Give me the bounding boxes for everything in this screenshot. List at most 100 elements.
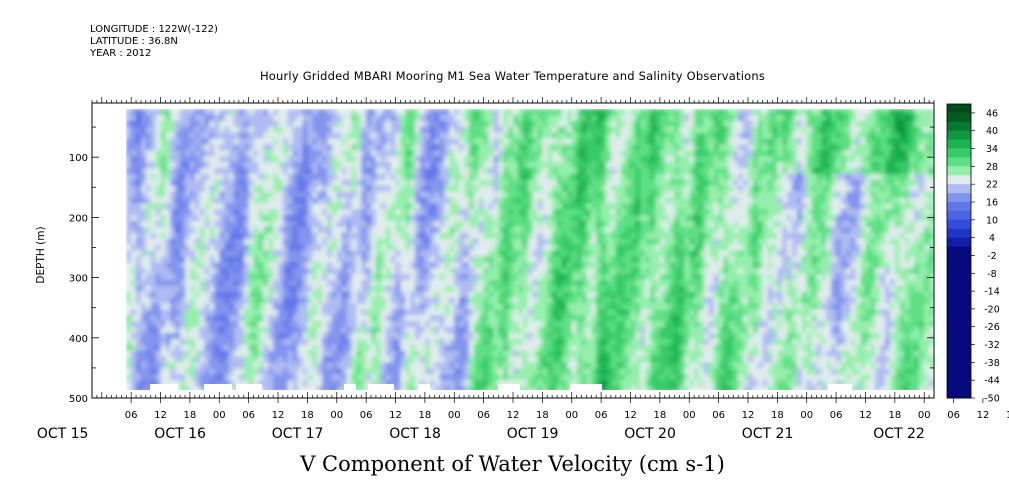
colorbar-swatch xyxy=(947,112,971,123)
x-tick-label: 00 xyxy=(330,410,343,421)
colorbar-swatch xyxy=(947,166,971,176)
x-tick-label: 00 xyxy=(800,410,813,421)
colorbar-swatch xyxy=(947,210,971,221)
x-tick-label: 06 xyxy=(830,410,843,421)
x-tick-label: 06 xyxy=(595,410,608,421)
colorbar-swatch xyxy=(947,193,971,203)
colorbar-swatch xyxy=(947,104,971,114)
colorbar-swatch xyxy=(947,344,971,354)
x-tick-label: 18 xyxy=(536,410,549,421)
colorbar-label: -20 xyxy=(984,304,1000,315)
x-tick-label: 18 xyxy=(419,410,432,421)
latitude-label: LATITUDE : 36.8N xyxy=(90,36,178,47)
x-tick-label: 12 xyxy=(272,410,285,421)
colorbar-swatch xyxy=(947,326,971,337)
colorbar-swatch xyxy=(947,175,971,185)
colorbar-label: -50 xyxy=(984,394,1000,405)
x-tick-label: 06 xyxy=(947,410,960,421)
colorbar: 46 40 34 28 22 16 10 4 -2 -8 -14 -20 -26 -32 -38 -44 -50 xyxy=(946,103,1000,405)
metadata-block: LONGITUDE : 122W(-122) LATITUDE : 36.8N … xyxy=(90,24,218,60)
year-label: YEAR : 2012 xyxy=(90,48,152,59)
x-tick-label: 18 xyxy=(653,410,666,421)
colorbar-swatch xyxy=(947,335,971,346)
x-tick-label: 12 xyxy=(507,410,520,421)
y-tick-label: 100 xyxy=(69,153,88,164)
x-tick-label: 06 xyxy=(477,410,490,421)
x-day-label: OCT 17 xyxy=(272,426,324,442)
variable-label-wrapper: V Component of Water Velocity (cm s-1) xyxy=(0,452,1009,476)
colorbar-swatch xyxy=(947,157,971,167)
colorbar-swatch xyxy=(947,228,971,239)
x-tick-label: 18 xyxy=(888,410,901,421)
colorbar-swatch xyxy=(947,353,971,363)
colorbar-label: 4 xyxy=(989,233,995,244)
y-axis: 100 200 300 400 500 xyxy=(69,126,934,405)
y-tick-label: 400 xyxy=(69,334,88,345)
velocity-field xyxy=(92,109,934,398)
x-tick-label: 12 xyxy=(154,410,167,421)
colorbar-label: 16 xyxy=(986,198,998,209)
colorbar-label: 22 xyxy=(986,180,998,191)
colorbar-swatch xyxy=(947,389,971,399)
x-tick-label: 18 xyxy=(1006,410,1009,421)
x-day-label: OCT 20 xyxy=(624,426,676,442)
colorbar-label: -32 xyxy=(984,340,1000,351)
colorbar-swatch xyxy=(947,380,971,390)
x-tick-label: 12 xyxy=(389,410,402,421)
longitude-label: LONGITUDE : 122W(-122) xyxy=(90,24,218,35)
colorbar-swatch xyxy=(947,371,971,381)
colorbar-swatch xyxy=(947,255,971,265)
colorbar-swatch xyxy=(947,264,971,274)
colorbar-swatch xyxy=(947,317,971,328)
colorbar-swatch xyxy=(947,219,971,230)
y-tick-label: 200 xyxy=(69,213,88,224)
x-tick-label: 12 xyxy=(624,410,637,421)
x-tick-label: 12 xyxy=(977,410,990,421)
y-axis-label: DEPTH (m) xyxy=(35,226,47,283)
colorbar-swatch xyxy=(947,130,971,141)
x-day-label: OCT 22 xyxy=(873,426,925,442)
x-day-label: OCT 21 xyxy=(742,426,794,442)
x-tick-label: 00 xyxy=(918,410,931,421)
colorbar-label: -26 xyxy=(984,322,1000,333)
x-tick-label: 06 xyxy=(125,410,138,421)
variable-label: V Component of Water Velocity (cm s-1) xyxy=(300,452,725,476)
x-tick-label: 12 xyxy=(742,410,755,421)
colorbar-label: -44 xyxy=(984,376,1000,387)
colorbar-swatch xyxy=(947,362,971,372)
colorbar-swatch xyxy=(947,202,971,212)
colorbar-swatch xyxy=(947,308,971,319)
x-tick-label: 12 xyxy=(859,410,872,421)
x-axis: 06 12 18 00 06 12 18 00 06 12 18 00 06 12 18 00 06 12 18 00… xyxy=(37,97,1009,442)
x-tick-label: 18 xyxy=(301,410,314,421)
colorbar-label: 46 xyxy=(986,108,998,119)
x-tick-label: 06 xyxy=(712,410,725,421)
colorbar-label: -14 xyxy=(984,287,1000,298)
x-day-label: OCT 15 xyxy=(37,426,89,442)
y-tick-label: 300 xyxy=(69,274,88,285)
plot-title-wrapper: Hourly Gridded MBARI Mooring M1 Sea Wate… xyxy=(0,69,1009,83)
x-day-label: OCT 19 xyxy=(507,426,559,442)
plot-title: Hourly Gridded MBARI Mooring M1 Sea Wate… xyxy=(259,69,766,83)
colorbar-label: -8 xyxy=(987,269,996,280)
x-tick-label: 18 xyxy=(184,410,197,421)
colorbar-label: 28 xyxy=(986,162,998,173)
x-tick-label: 06 xyxy=(242,410,255,421)
colorbar-label: 40 xyxy=(986,126,998,137)
x-tick-label: 00 xyxy=(213,410,226,421)
colorbar-swatch xyxy=(947,184,971,194)
colorbar-swatch xyxy=(947,121,971,132)
x-tick-label: 00 xyxy=(683,410,696,421)
colorbar-swatch xyxy=(947,291,971,301)
colorbar-swatch xyxy=(947,273,971,283)
colorbar-label: 34 xyxy=(986,144,998,155)
x-day-label: OCT 16 xyxy=(154,426,206,442)
colorbar-swatch xyxy=(947,148,971,158)
colorbar-label: -38 xyxy=(984,358,1000,369)
colorbar-label: -2 xyxy=(987,251,996,262)
colorbar-swatch xyxy=(947,139,971,150)
x-tick-label: 00 xyxy=(448,410,461,421)
x-tick-label: 00 xyxy=(565,410,578,421)
colorbar-label: 10 xyxy=(986,215,998,226)
colorbar-swatch xyxy=(947,282,971,292)
